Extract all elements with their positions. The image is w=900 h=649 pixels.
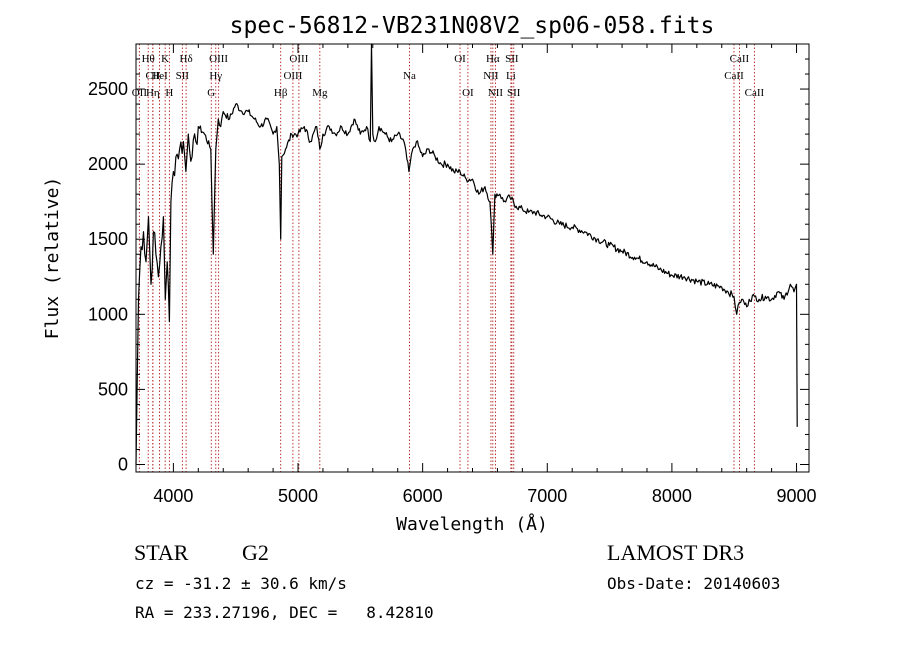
- x-tick-label: 5000: [278, 486, 318, 506]
- spectral-line-markers: [138, 44, 755, 472]
- line-label: CaII: [730, 53, 750, 65]
- coordinates: RA = 233.27196, DEC = 8.42810: [135, 603, 434, 622]
- line-label: Hγ: [209, 70, 222, 82]
- obs-date: Obs-Date: 20140603: [607, 574, 781, 593]
- line-label: OIII: [209, 53, 228, 65]
- line-label: Hδ: [180, 53, 193, 65]
- line-label: Hβ: [274, 87, 288, 99]
- y-tick-label: 1000: [88, 304, 128, 324]
- x-tick-label: 6000: [403, 486, 443, 506]
- line-label: CaII: [745, 87, 765, 99]
- line-label: SII: [507, 87, 521, 99]
- line-label: NII: [483, 70, 499, 82]
- x-tick-label: 4000: [153, 486, 193, 506]
- line-label: SII: [176, 70, 190, 82]
- y-axis-label: Flux (relative): [42, 177, 63, 340]
- x-tick-label: 8000: [652, 486, 692, 506]
- line-label: OIII: [289, 53, 308, 65]
- plot-frame: [135, 43, 810, 473]
- x-axis-ticks: 4000 5000 6000 7000 8000 9000: [153, 44, 817, 506]
- y-tick-label: 2000: [88, 154, 128, 174]
- y-tick-label: 0: [118, 454, 128, 474]
- line-label: H: [165, 87, 173, 99]
- line-label: SII: [505, 53, 519, 65]
- y-tick-label: 2500: [88, 79, 128, 99]
- y-tick-label: 500: [98, 379, 128, 399]
- line-label: Hα: [486, 53, 500, 65]
- line-label: Mg: [312, 87, 328, 99]
- line-label: NII: [488, 87, 504, 99]
- line-label: OI: [462, 87, 474, 99]
- object-class: STAR: [134, 540, 189, 565]
- line-label: HeI: [151, 70, 168, 82]
- chart-title: spec-56812-VB231N08V2_sp06-058.fits: [230, 13, 715, 39]
- line-label: K: [161, 53, 169, 65]
- line-label: Na: [403, 70, 416, 82]
- line-label: G: [207, 87, 215, 99]
- line-label: Li: [506, 70, 516, 82]
- line-label: OIII: [283, 70, 302, 82]
- line-label: CII: [145, 70, 160, 82]
- line-label: OI: [454, 53, 466, 65]
- survey-name: LAMOST DR3: [607, 540, 745, 565]
- line-label: CaII: [724, 70, 744, 82]
- spectrum-line: [135, 43, 798, 465]
- y-tick-label: 1500: [88, 229, 128, 249]
- x-tick-label: 7000: [527, 486, 567, 506]
- x-axis-label: Wavelength (Å): [396, 513, 548, 535]
- x-tick-label: 9000: [777, 486, 817, 506]
- object-subclass: G2: [242, 540, 269, 565]
- redshift-text: cz = -31.2 ± 30.6 km/s: [135, 574, 347, 593]
- line-label: Hη: [146, 87, 160, 99]
- y-axis-ticks: 0 500 1000 1500 2000 2500: [88, 58, 809, 474]
- line-label: Hθ: [142, 53, 155, 65]
